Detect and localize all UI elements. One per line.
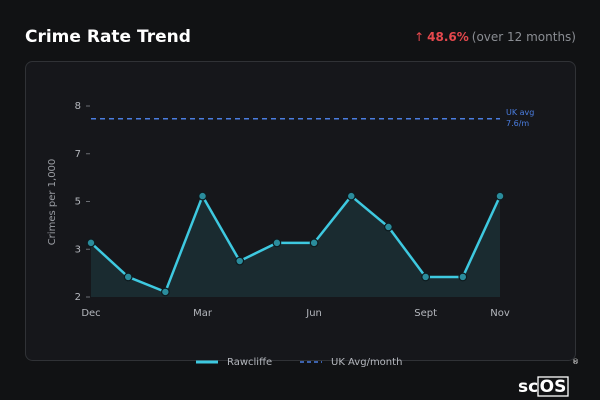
legend-label: UK Avg/month: [331, 357, 402, 368]
y-tick-label: 7: [75, 149, 81, 160]
y-axis-label: Crimes per 1,000: [47, 159, 58, 246]
point: [272, 238, 282, 248]
brand-prefix: sc: [518, 377, 538, 397]
y-tick-label: 8: [75, 101, 81, 112]
change-period: (over 12 months): [472, 30, 576, 44]
point: [384, 222, 393, 232]
x-tick-label: Sept: [414, 308, 437, 319]
plot: 2 3 5 7 8 Dec Mar Jun Sept Nov UK avg 7.6/m: [75, 101, 535, 319]
point: [198, 191, 207, 201]
point: [160, 287, 170, 297]
y-tick-label: 5: [75, 197, 81, 208]
brand-box: [537, 376, 569, 397]
x-tick-label: Nov: [490, 308, 510, 319]
point: [495, 191, 505, 201]
y-tick-label: 2: [75, 292, 81, 303]
annotation: 7.6/m: [506, 119, 529, 128]
x-tick-label: Jun: [305, 308, 322, 319]
point: [235, 256, 245, 266]
point: [309, 238, 319, 248]
annotation: UK avg: [506, 108, 534, 117]
x-tick-label: Dec: [81, 308, 100, 319]
change-summary: ↑ 48.6% (over 12 months): [414, 30, 576, 44]
title: Crime Rate Trend: [25, 27, 191, 47]
point: [123, 272, 133, 282]
point: [421, 272, 431, 282]
point: [346, 191, 356, 201]
change-value: 48.6%: [427, 30, 469, 44]
point: [86, 238, 96, 248]
brand-mark: ®: [572, 358, 579, 366]
y-tick-label: 3: [75, 244, 81, 255]
x-tick-label: Mar: [193, 308, 213, 319]
line: [90, 193, 502, 294]
point: [458, 272, 468, 282]
legend-label: Rawcliffe: [227, 357, 272, 368]
brand-boxed: OS: [540, 377, 567, 397]
change-arrow: ↑: [414, 30, 424, 44]
